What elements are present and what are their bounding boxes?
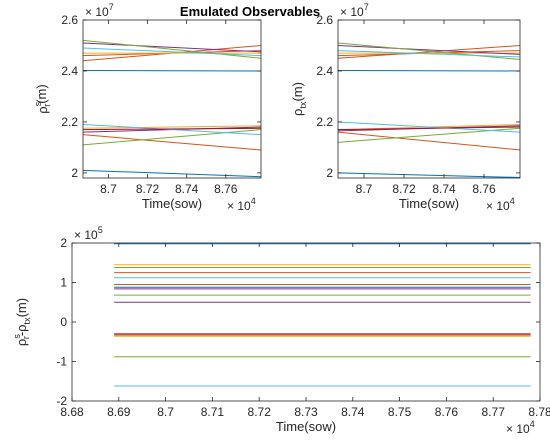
y-multiplier: × 107 xyxy=(340,2,369,19)
y-tick-label: 1 xyxy=(60,276,67,290)
y-tick-label: 2 xyxy=(60,236,67,250)
plot-range-receiver: 8.7 8.72 8.74 8.76 2 2.2 2.4 2.6 Time(sow) × 104 ×… xyxy=(33,2,262,213)
series-line-7 xyxy=(82,125,262,129)
series-line-8 xyxy=(337,44,521,55)
plot-range-difference: 8.68 8.69 8.7 8.71 8.72 8.73 8.74 8.75 8.76 8.77 8… xyxy=(12,225,550,436)
x-multiplier: × 104 xyxy=(486,196,515,213)
series-line-8 xyxy=(82,42,262,53)
x-tick-label: 8.75 xyxy=(388,405,412,419)
y-tick-label: -1 xyxy=(56,355,67,369)
series-line-2 xyxy=(82,169,262,178)
series-line-13 xyxy=(337,50,521,58)
x-tick-label: 8.72 xyxy=(136,182,160,196)
series-line-11 xyxy=(82,129,262,146)
series-line-14 xyxy=(337,126,521,131)
x-tick-label: 8.7 xyxy=(356,182,373,196)
x-tick-label: 8.73 xyxy=(294,405,318,419)
x-tick-label: 8.68 xyxy=(60,405,84,419)
series-line-1 xyxy=(337,69,521,72)
y-tick-label: 2.6 xyxy=(316,13,333,27)
x-tick-label: 8.7 xyxy=(100,182,117,196)
series-line-13 xyxy=(82,47,262,57)
y-tick-label: 2.6 xyxy=(61,13,78,27)
x-tick-label: 8.74 xyxy=(432,182,456,196)
y-multiplier: × 105 xyxy=(74,225,103,242)
y-tick-label: 2 xyxy=(326,166,333,180)
series-line-10 xyxy=(82,39,262,59)
x-axis-label: Time(sow) xyxy=(399,196,459,211)
series-line-14 xyxy=(82,127,262,131)
x-tick-label: 8.78 xyxy=(528,405,550,419)
y-tick-label: 0 xyxy=(60,315,67,329)
series-line-12 xyxy=(337,121,521,133)
x-tick-label: 8.7 xyxy=(157,405,174,419)
axes-frame xyxy=(337,19,521,179)
x-axis-label: Time(sow) xyxy=(276,419,336,434)
y-tick-label: 2.4 xyxy=(316,64,333,78)
x-axis-label: Time(sow) xyxy=(142,196,202,211)
series-line-1 xyxy=(82,69,262,72)
y-tick-label: 2.2 xyxy=(61,115,78,129)
series-line-10 xyxy=(337,42,521,60)
figure-title: Emulated Observables xyxy=(180,4,320,19)
series-line-4 xyxy=(337,131,521,151)
x-tick-label: 8.74 xyxy=(341,405,365,419)
plot-range-transmitter: 8.7 8.72 8.74 8.76 2 2.2 2.4 2.6 Time(sow) × 104 ×… xyxy=(290,2,521,213)
y-tick-label: -2 xyxy=(56,394,67,408)
x-tick-label: 8.69 xyxy=(107,405,131,419)
x-multiplier: × 104 xyxy=(506,419,535,436)
x-tick-label: 8.76 xyxy=(472,182,496,196)
x-tick-label: 8.72 xyxy=(392,182,416,196)
y-multiplier: × 107 xyxy=(85,2,114,19)
x-tick-label: 8.76 xyxy=(435,405,459,419)
series-line-2 xyxy=(337,172,521,178)
x-tick-label: 8.72 xyxy=(248,405,272,419)
x-tick-label: 8.77 xyxy=(482,405,506,419)
y-axis-label: ρsr(m) xyxy=(33,84,52,113)
x-tick-label: 8.71 xyxy=(201,405,225,419)
series-line-12 xyxy=(82,123,262,136)
y-axis-label: ρtx(m) xyxy=(290,82,308,116)
x-tick-label: 8.74 xyxy=(175,182,199,196)
series-line-3 xyxy=(337,44,521,59)
series-line-4 xyxy=(82,134,262,151)
axes-frame xyxy=(82,19,262,179)
y-tick-label: 2.2 xyxy=(316,115,333,129)
x-tick-label: 8.76 xyxy=(214,182,238,196)
y-tick-label: 2 xyxy=(71,166,78,180)
x-multiplier: × 104 xyxy=(227,196,256,213)
y-axis-label: ρsr-ρtx(m) xyxy=(12,298,32,346)
y-tick-label: 2.4 xyxy=(61,64,78,78)
